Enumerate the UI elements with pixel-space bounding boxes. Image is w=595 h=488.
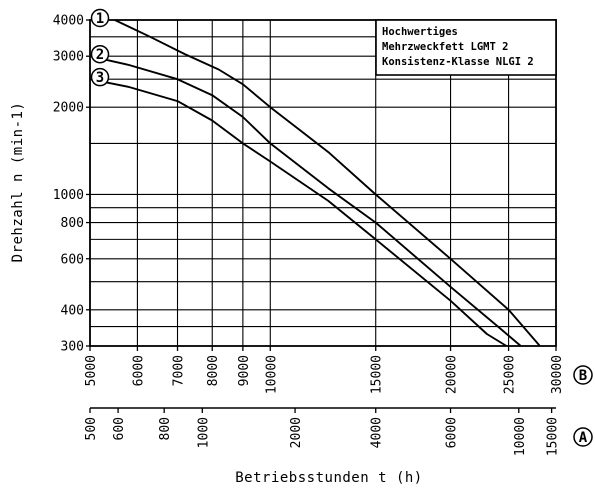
x-axis-title: Betriebsstunden t (h) [235,470,423,486]
y-tick-label: 600 [61,252,84,267]
scale-marker-b-label: B [579,368,587,384]
scale-marker-b: B [573,365,593,385]
info-box-line-3: Konsistenz-Klasse NLGI 2 [382,56,534,68]
scale-marker-a: A [573,427,593,447]
y-tick-label: 4000 [53,14,84,29]
x-b-tick-label: 6000 [131,355,146,386]
info-box-line-2: Mehrzweckfett LGMT 2 [382,41,508,53]
series-2-line [89,55,522,347]
x-a-tick-label: 4000 [370,417,385,448]
x-a-tick-label: 500 [84,417,99,440]
y-tick-label: 1000 [53,188,84,203]
x-a-tick-label: 15000 [546,417,561,456]
x-a-tick-label: 2000 [289,417,304,448]
y-axis-title: Drehzahl n (min-1) [10,102,26,263]
scale-marker-a-label: A [579,430,588,446]
x-a-tick-label: 1000 [196,417,211,448]
x-b-tick-label: 5000 [84,355,99,386]
x-b-tick-label: 20000 [445,355,460,394]
grease-info-box: Hochwertiges Mehrzweckfett LGMT 2 Konsis… [375,19,557,76]
y-tick-label: 3000 [53,50,84,65]
x-axis-b-ticks: 5000 6000 7000 8000 9000 10000 15000 20000 25000… [84,346,565,394]
series-1-label: 1 [96,11,104,27]
x-b-tick-label: 30000 [550,355,565,394]
y-tick-label: 400 [61,303,84,318]
plot-frame [89,19,557,347]
series-2-label: 2 [96,47,104,63]
scale-marker-b-circle [573,365,593,385]
y-tick-label: 2000 [53,101,84,116]
x-b-tick-label: 15000 [370,355,385,394]
series-3-line [89,78,507,347]
series-3-label: 3 [96,70,104,86]
x-b-tick-label: 7000 [172,355,187,386]
x-a-tick-label: 800 [158,417,173,440]
y-tick-label: 800 [61,216,84,231]
series-2-marker-circle [90,44,110,64]
y-axis-ticks: 300 400 600 800 1000 2000 3000 4000 [53,14,90,355]
x-axis-a-ticks: 500 600 800 1000 2000 4000 6000 10000 15000 [84,407,561,456]
x-b-tick-label: 10000 [264,355,279,394]
series-lines [89,19,541,347]
series-1-line [114,19,541,347]
x-a-tick-label: 6000 [445,417,460,448]
info-box-frame [375,19,557,76]
x-b-tick-label: 25000 [503,355,518,394]
scale-marker-a-circle [573,427,593,447]
series-1-marker-circle [90,8,110,28]
x-b-tick-label: 9000 [237,355,252,386]
info-box-line-1: Hochwertiges [382,26,458,38]
x-a-tick-label: 600 [112,417,127,440]
x-a-tick-label: 10000 [513,417,528,456]
y-tick-label: 300 [61,340,84,355]
series-3-marker-circle [90,67,110,87]
curve-labels: 1 2 3 [90,8,110,87]
plot-border [89,19,557,347]
x-b-tick-label: 8000 [206,355,221,386]
